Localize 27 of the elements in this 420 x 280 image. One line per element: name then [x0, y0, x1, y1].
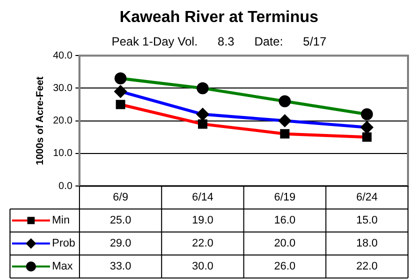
- data-label: 29.0: [110, 238, 132, 250]
- data-label: 25.0: [110, 214, 132, 227]
- data-label: 15.0: [356, 214, 378, 227]
- data-label: 16.0: [274, 214, 296, 227]
- data-label: 22.0: [192, 238, 214, 250]
- y-tick-label: 20.0: [52, 116, 73, 127]
- legend-label: Prob: [52, 238, 76, 250]
- x-tick-label: 6/19: [274, 192, 296, 204]
- legend-label: Max: [52, 260, 74, 273]
- data-label: 22.0: [356, 260, 378, 273]
- y-tick-label: 30.0: [52, 82, 73, 94]
- x-tick-label: 6/9: [112, 192, 128, 204]
- data-label: 20.0: [274, 238, 296, 250]
- x-tick-label: 6/14: [192, 192, 214, 204]
- y-tick-label: 40.0: [52, 50, 73, 62]
- x-tick-label: 6/24: [356, 192, 378, 204]
- data-label: 26.0: [274, 260, 296, 273]
- chart-subtitle: Peak 1-Day Vol. 8.3 Date: 5/17: [112, 34, 327, 49]
- chart-title: Kaweah River at Terminus: [120, 9, 319, 26]
- y-axis-title: 1000s of Acre-Feet: [34, 76, 46, 166]
- data-label: 19.0: [192, 214, 214, 227]
- y-tick-label: 0.0: [58, 180, 73, 192]
- data-label: 30.0: [192, 260, 214, 273]
- legend-label: Min: [52, 214, 70, 227]
- data-label: 18.0: [356, 238, 378, 250]
- data-label: 33.0: [110, 260, 132, 273]
- y-tick-label: 10.0: [52, 148, 73, 160]
